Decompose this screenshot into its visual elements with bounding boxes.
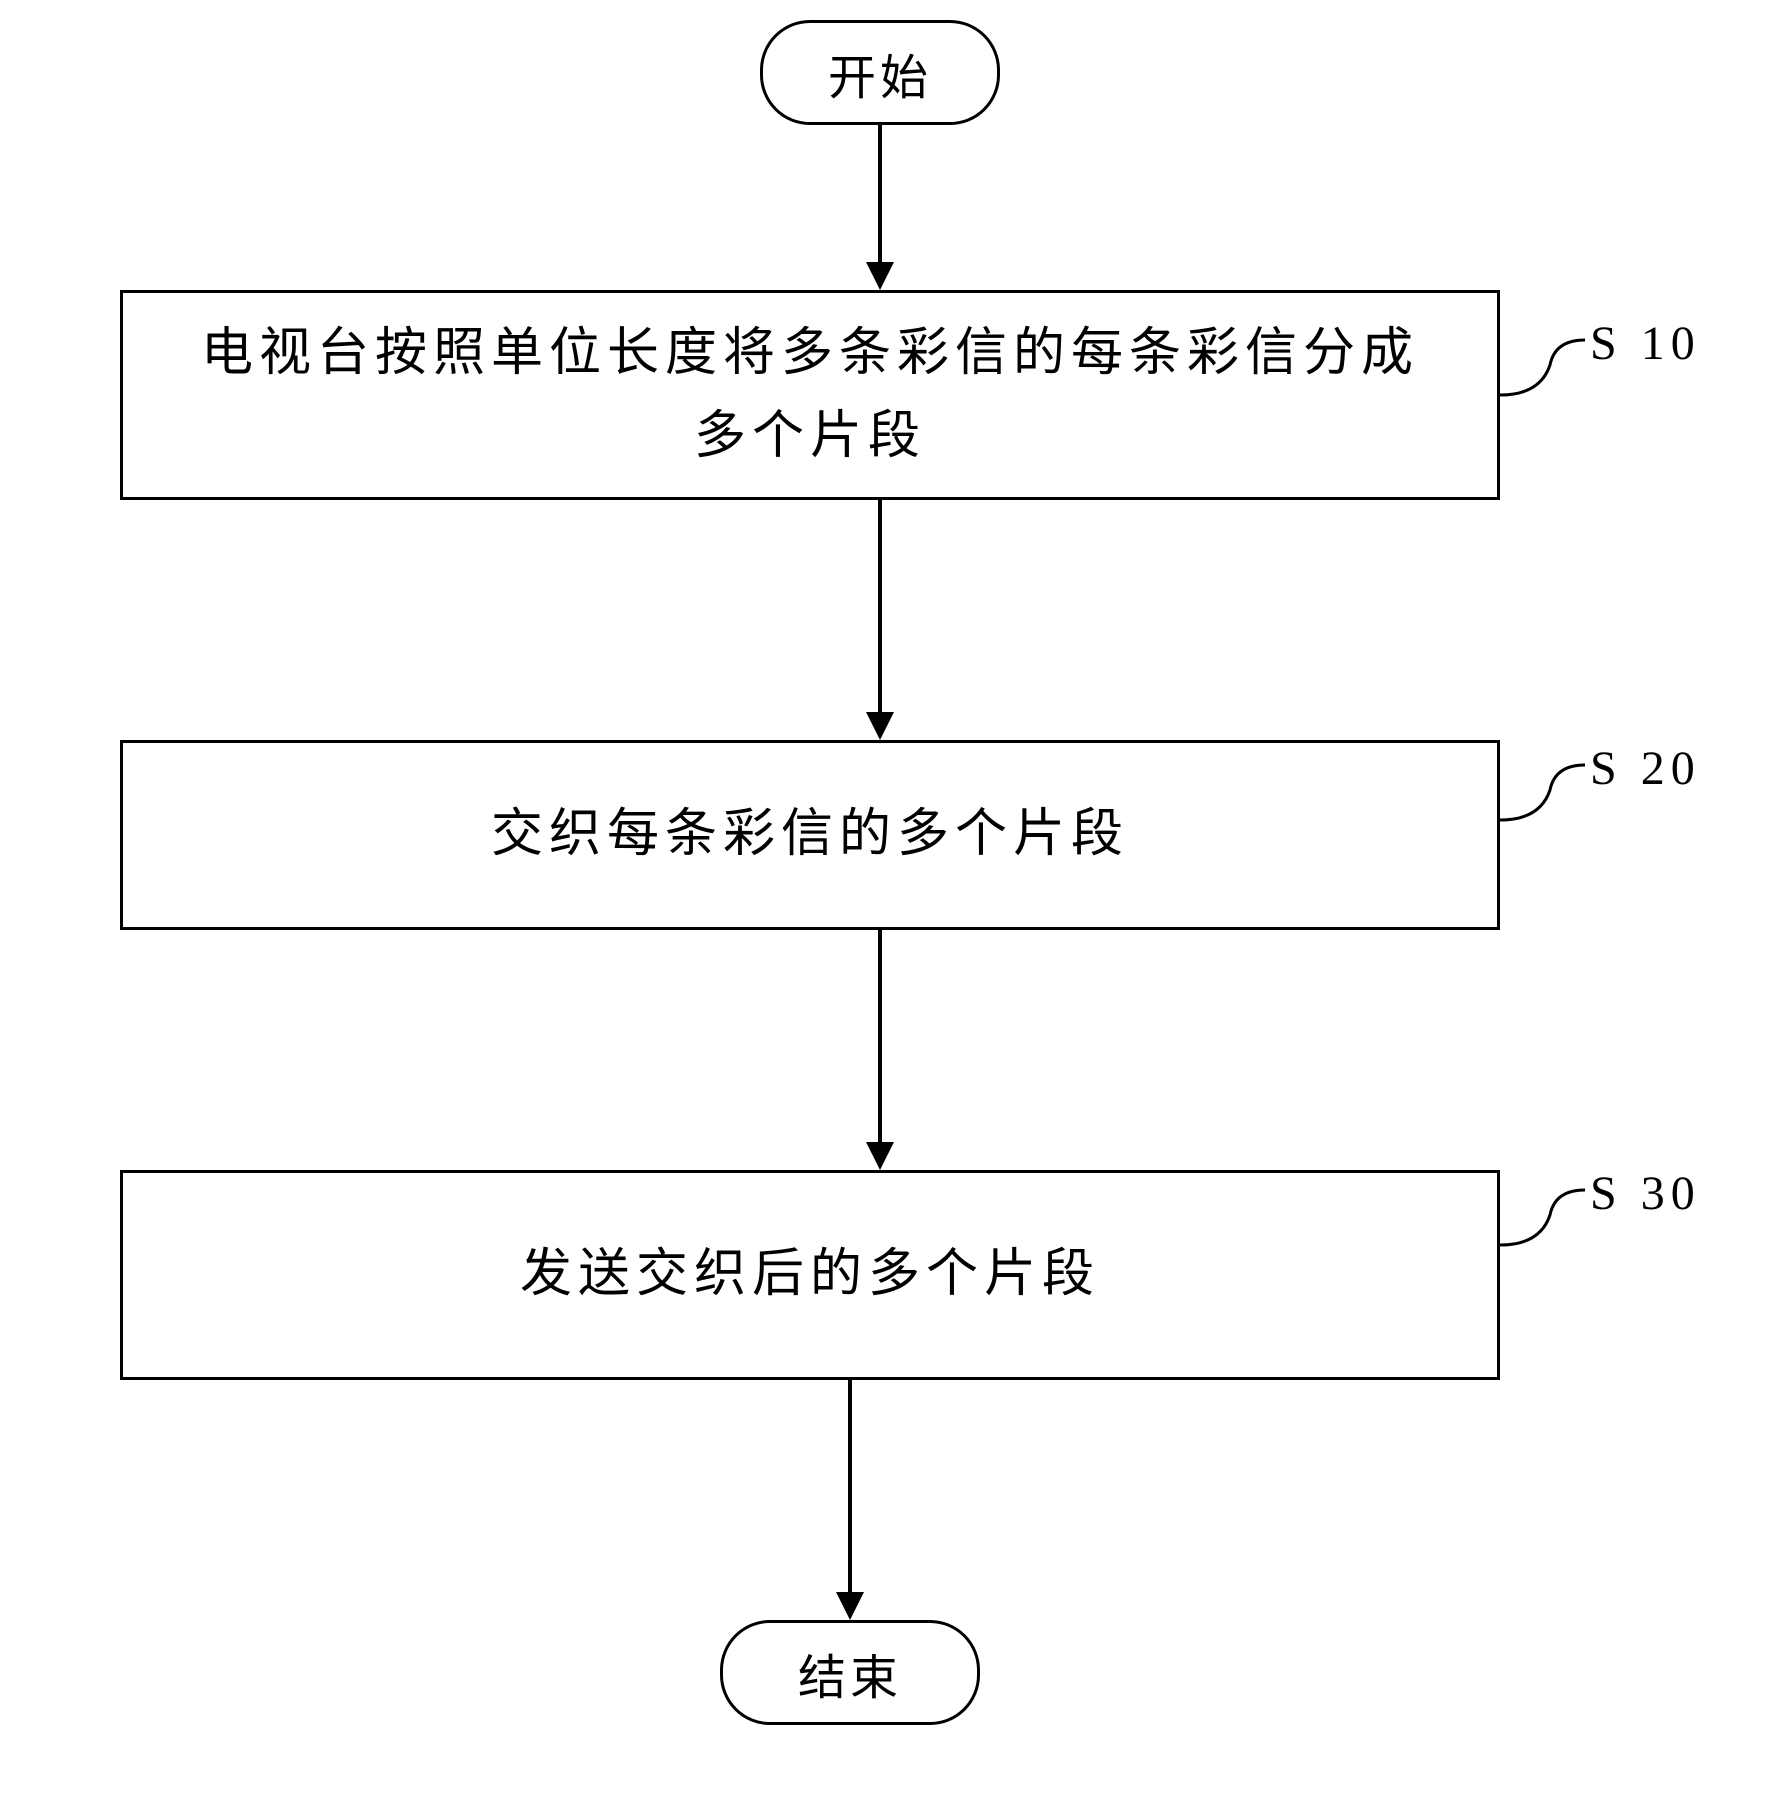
start-label: 开始 (828, 38, 932, 108)
arrow-1-head (866, 262, 894, 290)
connector-s20 (1500, 760, 1590, 850)
process-s20-text: 交织每条彩信的多个片段 (491, 793, 1129, 876)
flowchart-container: 开始 电视台按照单位长度将多条彩信的每条彩信分成 多个片段 S 10 交织每条彩… (0, 0, 1779, 1811)
s10-line1: 电视台按照单位长度将多条彩信的每条彩信分成 (201, 312, 1419, 395)
process-s30-text: 发送交织后的多个片段 (520, 1233, 1100, 1316)
process-s30: 发送交织后的多个片段 (120, 1170, 1500, 1380)
process-s10-text: 电视台按照单位长度将多条彩信的每条彩信分成 多个片段 (201, 312, 1419, 478)
arrow-4 (848, 1380, 852, 1592)
connector-s10 (1500, 335, 1590, 425)
s10-line2: 多个片段 (201, 395, 1419, 478)
process-s20: 交织每条彩信的多个片段 (120, 740, 1500, 930)
arrow-3-head (866, 1142, 894, 1170)
end-terminal: 结束 (720, 1620, 980, 1725)
arrow-1 (878, 125, 882, 262)
label-s10: S 10 (1590, 316, 1701, 371)
connector-s30 (1500, 1185, 1590, 1275)
arrow-2 (878, 500, 882, 712)
arrow-3 (878, 930, 882, 1142)
label-s30: S 30 (1590, 1166, 1701, 1221)
arrow-2-head (866, 712, 894, 740)
arrow-4-head (836, 1592, 864, 1620)
process-s10: 电视台按照单位长度将多条彩信的每条彩信分成 多个片段 (120, 290, 1500, 500)
end-label: 结束 (798, 1638, 902, 1708)
label-s20: S 20 (1590, 741, 1701, 796)
start-terminal: 开始 (760, 20, 1000, 125)
